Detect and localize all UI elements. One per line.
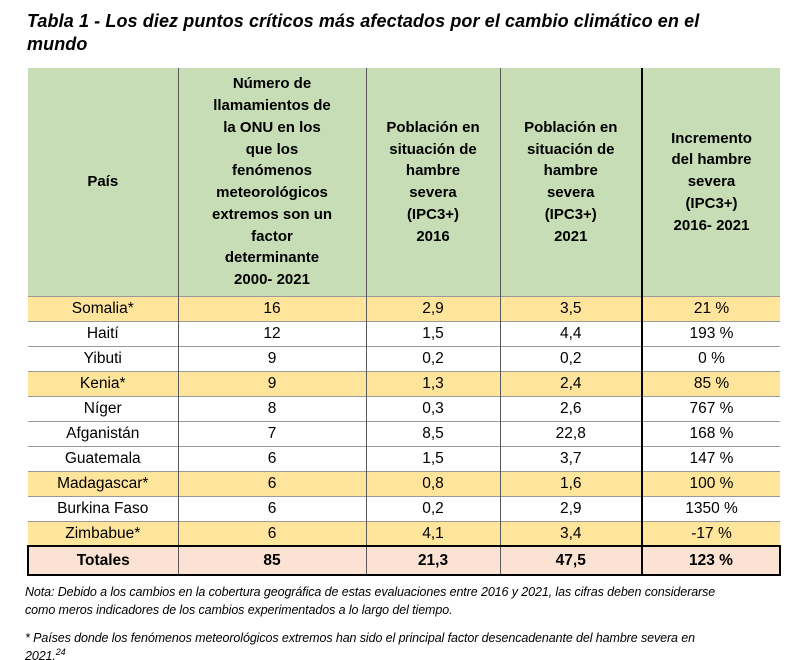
table-row-zimbabue: Zimbabue* 6 4,1 3,4 -17 % [28, 520, 780, 547]
cell-value: 6 [177, 520, 366, 547]
table-row-burkina-faso: Burkina Faso 6 0,2 2,9 1350 % [28, 495, 780, 522]
cell-country: Zimbabue* [28, 520, 178, 547]
table-footnotes: Nota: Debido a los cambios en la cobertu… [25, 584, 779, 660]
table-row-guatemala: Guatemala 6 1,5 3,7 147 % [28, 445, 780, 472]
table-row-kenia: Kenia* 9 1,3 2,4 85 % [28, 370, 780, 397]
footnote-reference-24: 24 [55, 646, 66, 657]
climate-hunger-table: País Número de llamamientos de la ONU en… [27, 68, 781, 577]
cell-value: 0,8 [365, 470, 500, 497]
cell-value: 6 [177, 470, 366, 497]
cell-value: 9 [177, 370, 366, 397]
table-header: País Número de llamamientos de la ONU en… [28, 68, 780, 297]
cell-value: 4,1 [365, 520, 500, 547]
cell-value: 8 [177, 395, 366, 422]
header-row: País Número de llamamientos de la ONU en… [28, 68, 780, 297]
table-title: Tabla 1 - Los diez puntos críticos más a… [27, 11, 700, 54]
cell-value: 16 [177, 295, 366, 322]
cell-country: Níger [28, 395, 178, 422]
cell-country: Haití [28, 320, 178, 347]
totals-value: 47,5 [499, 545, 642, 577]
cell-value: -17 % [641, 520, 780, 547]
cell-country: Burkina Faso [28, 495, 178, 522]
column-header-hambre-2021: Población en situación de hambre severa … [499, 68, 642, 297]
cell-country: Madagascar* [28, 470, 178, 497]
table-body: Somalia* 16 2,9 3,5 21 % Haití 12 1,5 4,… [27, 295, 781, 577]
cell-country: Yibuti [28, 345, 178, 372]
cell-country: Kenia* [28, 370, 178, 397]
cell-value: 3,5 [499, 295, 642, 322]
note-coverage: Nota: Debido a los cambios en la cobertu… [25, 584, 779, 620]
cell-value: 6 [177, 495, 366, 522]
totals-row: Totales 85 21,3 47,5 123 % [27, 545, 781, 577]
cell-value: 1,5 [365, 445, 500, 472]
table-row-afganistan: Afganistán 7 8,5 22,8 168 % [28, 420, 780, 447]
cell-value: 85 % [641, 370, 780, 397]
cell-value: 21 % [641, 295, 780, 322]
cell-value: 0,2 [365, 345, 500, 372]
cell-country: Afganistán [28, 420, 178, 447]
cell-value: 12 [177, 320, 366, 347]
cell-value: 0,2 [365, 495, 500, 522]
note-asterisk-text: * Países donde los fenómenos meteorológi… [25, 630, 695, 660]
cell-value: 3,7 [499, 445, 642, 472]
cell-value: 767 % [641, 395, 780, 422]
note-coverage-text: Nota: Debido a los cambios en la cobertu… [25, 585, 716, 618]
column-header-hambre-2016: Población en situación de hambre severa … [365, 68, 500, 297]
cell-value: 3,4 [499, 520, 642, 547]
cell-value: 4,4 [499, 320, 642, 347]
cell-value: 7 [177, 420, 366, 447]
cell-value: 2,9 [365, 295, 500, 322]
cell-value: 1,5 [365, 320, 500, 347]
table-row-yibuti: Yibuti 9 0,2 0,2 0 % [28, 345, 780, 372]
table-row-haiti: Haití 12 1,5 4,4 193 % [28, 320, 780, 347]
cell-value: 0 % [641, 345, 780, 372]
column-header-llamamientos-onu: Número de llamamientos de la ONU en los … [177, 68, 366, 297]
cell-value: 22,8 [499, 420, 642, 447]
totals-label: Totales [27, 545, 178, 577]
cell-value: 1,3 [365, 370, 500, 397]
cell-value: 1350 % [641, 495, 780, 522]
totals-value: 123 % [641, 545, 781, 577]
cell-value: 9 [177, 345, 366, 372]
totals-value: 21,3 [365, 545, 500, 577]
cell-value: 0,3 [365, 395, 500, 422]
cell-value: 2,4 [499, 370, 642, 397]
cell-value: 0,2 [499, 345, 642, 372]
table-row-somalia: Somalia* 16 2,9 3,5 21 % [28, 295, 780, 322]
table-row-niger: Níger 8 0,3 2,6 767 % [28, 395, 780, 422]
cell-country: Guatemala [28, 445, 178, 472]
cell-value: 168 % [641, 420, 780, 447]
table-row-madagascar: Madagascar* 6 0,8 1,6 100 % [28, 470, 780, 497]
cell-value: 1,6 [499, 470, 642, 497]
column-header-incremento: Incremento del hambre severa (IPC3+) 201… [641, 68, 780, 297]
cell-value: 8,5 [365, 420, 500, 447]
totals-value: 85 [177, 545, 366, 577]
cell-value: 193 % [641, 320, 780, 347]
cell-value: 2,9 [499, 495, 642, 522]
cell-value: 147 % [641, 445, 780, 472]
cell-value: 6 [177, 445, 366, 472]
note-asterisk: * Países donde los fenómenos meteorológi… [25, 630, 779, 660]
cell-country: Somalia* [28, 295, 178, 322]
column-header-pais: País [28, 68, 178, 297]
cell-value: 100 % [641, 470, 780, 497]
cell-value: 2,6 [499, 395, 642, 422]
